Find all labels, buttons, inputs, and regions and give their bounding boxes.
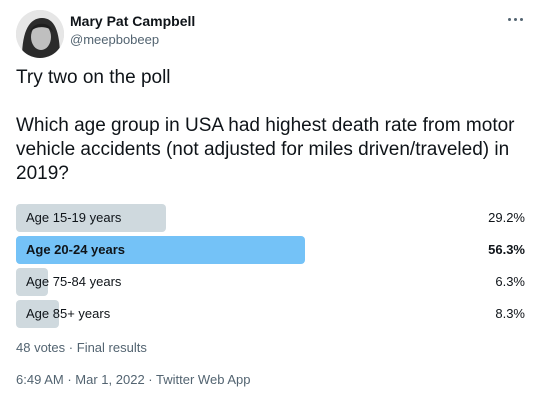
tweet-text: Try two on the poll Which age group in U… [16, 67, 515, 184]
author-name[interactable]: Mary Pat Campbell [70, 13, 196, 29]
poll-option-label: Age 20-24 years [26, 242, 126, 257]
poll-option[interactable]: Age 85+ years 8.3% [16, 300, 529, 328]
poll-status: Final results [76, 340, 147, 355]
avatar[interactable] [16, 10, 64, 58]
poll-option[interactable]: Age 15-19 years 29.2% [16, 204, 529, 232]
tweet-source[interactable]: Twitter Web App [156, 372, 251, 387]
poll-votes: 48 votes [16, 340, 66, 355]
poll-option-percent: 56.3% [488, 242, 525, 257]
tweet-time[interactable]: 6:49 AM [16, 372, 64, 387]
poll-option-percent: 29.2% [488, 210, 525, 225]
author-handle[interactable]: @meepbobeep [70, 32, 160, 47]
poll-option-bar [16, 268, 48, 296]
poll-option[interactable]: Age 20-24 years 56.3% [16, 236, 529, 264]
poll: Age 15-19 years 29.2% Age 20-24 years 56… [16, 204, 529, 332]
poll-option-label: Age 85+ years [26, 306, 111, 321]
poll-option[interactable]: Age 75-84 years 6.3% [16, 268, 529, 296]
timestamp-separator: · [67, 372, 72, 387]
poll-option-label: Age 15-19 years [26, 210, 122, 225]
tweet-timestamp: 6:49 AM · Mar 1, 2022 · Twitter Web App [16, 372, 250, 387]
poll-option-label: Age 75-84 years [26, 274, 122, 289]
poll-option-percent: 6.3% [495, 274, 525, 289]
poll-option-percent: 8.3% [495, 306, 525, 321]
poll-summary: 48 votes · Final results [16, 340, 147, 355]
poll-option-bar [16, 236, 305, 264]
tweet-date[interactable]: Mar 1, 2022 [75, 372, 145, 387]
more-horizontal-icon[interactable] [504, 10, 526, 28]
poll-option-bar [16, 300, 59, 328]
timestamp-separator: · [148, 372, 153, 387]
poll-separator: · [68, 340, 74, 355]
poll-option-bar [16, 204, 166, 232]
avatar-photo [16, 10, 64, 58]
tweet-author: Mary Pat Campbell @meepbobeep [70, 12, 195, 49]
